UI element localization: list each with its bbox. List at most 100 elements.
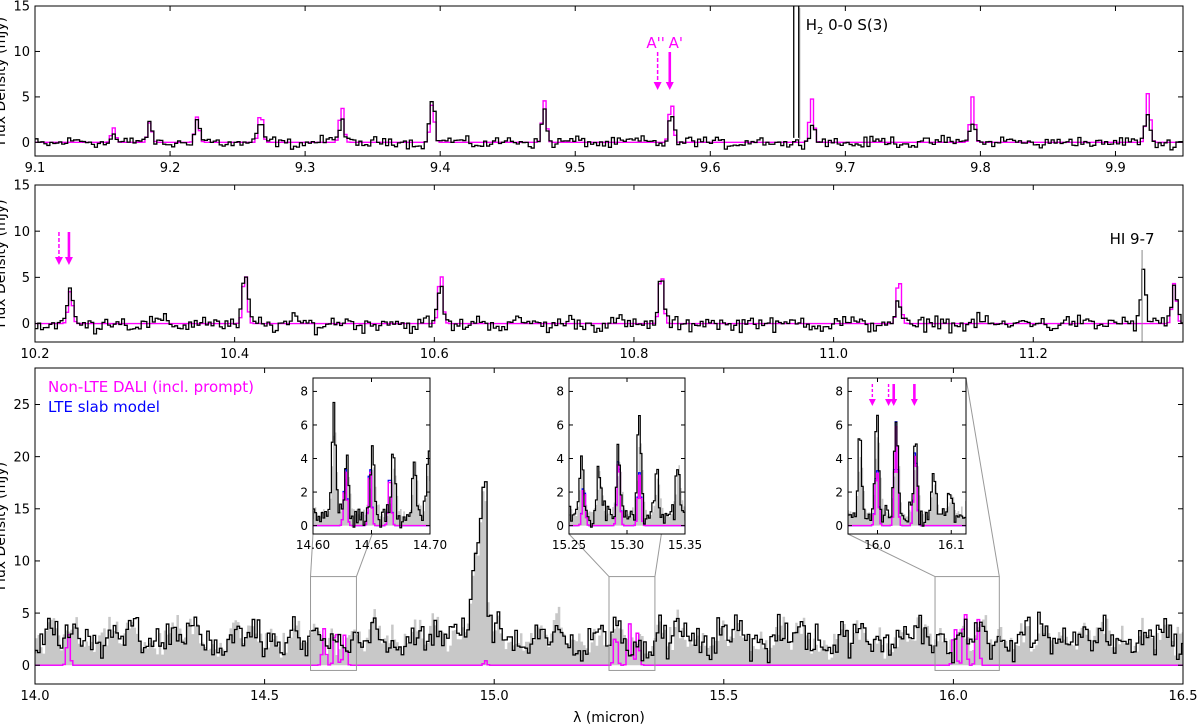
- panel-3-xtick-label: 14.0: [21, 689, 50, 704]
- panel-3-xlabel: λ (micron): [573, 710, 645, 724]
- panel-1-ytick-label: 15: [13, 0, 30, 15]
- panel-3-frame: [34, 367, 1184, 685]
- legend-entry: LTE slab model: [48, 398, 160, 416]
- inset-2-ytick-label: 2: [556, 485, 564, 499]
- zoom-connector: [965, 377, 1000, 577]
- inset-2-xtick-label: 15.35: [668, 538, 702, 552]
- panel-1-ytick-label: 5: [22, 91, 30, 106]
- inset-1-plot-area: [313, 401, 430, 529]
- lte-slab-fill: [35, 491, 1183, 666]
- observed-spectrum: [35, 101, 1183, 151]
- legend-entry: Non-LTE DALI (incl. prompt): [48, 378, 254, 396]
- inset-arrow-head: [890, 399, 898, 406]
- panel-3-xtick-label: 16.5: [1169, 689, 1198, 704]
- panel-1-ytick-label: 10: [13, 45, 30, 60]
- zoom-connector: [568, 533, 610, 577]
- observed-spectrum: [569, 414, 685, 528]
- observed-spectrum: [35, 268, 1183, 336]
- panel-3-ytick-label: 15: [13, 502, 30, 517]
- inset-3-ytick-label: 8: [835, 385, 843, 399]
- panel-2-xtick-label: 10.8: [619, 347, 648, 362]
- inset-arrow-head: [910, 399, 918, 406]
- inset-2-ytick-label: 0: [556, 519, 564, 533]
- inset-1-ytick-label: 8: [300, 385, 308, 399]
- panel-2-xtick-label: 10.6: [420, 347, 449, 362]
- zoom-box: [310, 576, 357, 671]
- observed-spectrum: [313, 401, 430, 529]
- panel-1-arrow-label: A'': [646, 34, 665, 52]
- panel-2-ytick-label: 10: [13, 225, 30, 240]
- inset-arrow-head: [868, 399, 876, 406]
- zoom-connector: [847, 533, 936, 578]
- h2-emission-line: [793, 6, 800, 138]
- inset-3-xtick-label: 16.0: [864, 538, 891, 552]
- panel-2-arrow-head: [64, 257, 73, 265]
- panel-1-plot-area: [35, 6, 1183, 151]
- panel-1-arrow-head: [665, 82, 674, 90]
- panel-3-xtick-label: 16.0: [939, 689, 968, 704]
- inset-2-ytick-label: 6: [556, 418, 564, 432]
- inset-1-ytick-label: 2: [300, 485, 308, 499]
- panel-2-arrow-head: [54, 257, 63, 265]
- panel-1-xtick-label: 9.6: [700, 161, 721, 176]
- dali-spectrum: [848, 425, 966, 527]
- inset-1-ytick-label: 4: [300, 452, 308, 466]
- dali-spectrum: [35, 614, 1183, 666]
- inset-3-ytick-label: 6: [835, 418, 843, 432]
- panel-2-ytick-label: 5: [22, 271, 30, 286]
- panel-1-frame: [34, 5, 1184, 157]
- panel-1-ylabel: Flux Density (mJy): [0, 17, 9, 145]
- inset-1-xtick-label: 14.65: [354, 538, 388, 552]
- panel-1-xtick-label: 9.5: [565, 161, 586, 176]
- panel-3-ytick-label: 20: [13, 450, 30, 465]
- inset-2-ytick-label: 8: [556, 385, 564, 399]
- inset-1-ytick-label: 6: [300, 418, 308, 432]
- panel-1: 9.1 9.2 9.3 9.4 9.5 9.6 9.7 9.8 9.9 0 5 10 15 Flux De…: [0, 0, 1184, 176]
- h2-line-label: H2 0-0 S(3): [806, 16, 888, 37]
- panel-1-arrow-head: [653, 82, 662, 90]
- observed-spectrum: [35, 481, 1183, 664]
- inset-3-ytick-label: 4: [835, 452, 843, 466]
- panel-3-ytick-label: 25: [13, 398, 30, 413]
- panel-2-plot-area: [35, 250, 1183, 342]
- zoom-box: [608, 576, 656, 671]
- inset-1: 14.60 14.65 14.70 0 2 4 6 8: [296, 377, 447, 552]
- observed-spectrum: [848, 414, 966, 527]
- panel-2-frame: [34, 184, 1184, 343]
- model-spectrum: [35, 276, 1183, 325]
- panel-3-xtick-label: 14.5: [250, 689, 279, 704]
- panel-3-ytick-label: 5: [22, 607, 30, 622]
- panel-1-xtick-label: 9.8: [970, 161, 991, 176]
- panel-2: 10.2 10.4 10.6 10.8 11.0 11.2 0 5 10 15 Flux Densi…: [0, 179, 1184, 362]
- inset-1-ytick-label: 0: [300, 519, 308, 533]
- panel-3-ytick-label: 10: [13, 555, 30, 570]
- panel-2-xtick-label: 10.2: [21, 347, 50, 362]
- inset-arrow-head: [885, 399, 893, 406]
- panel-1-xtick-label: 9.7: [835, 161, 856, 176]
- panel-1-xtick-label: 9.2: [160, 161, 181, 176]
- panel-1-xtick-label: 9.3: [295, 161, 316, 176]
- panel-2-xtick-label: 11.2: [1019, 347, 1048, 362]
- inset-2-background: [569, 378, 685, 534]
- panel-1-ytick-label: 0: [22, 136, 30, 151]
- panel-2-ytick-label: 15: [13, 179, 30, 194]
- panel-1-xtick-label: 9.9: [1105, 161, 1126, 176]
- lte-slab-fill: [569, 443, 685, 526]
- inset-3-frame: [847, 377, 967, 535]
- panel-1-xtick-label: 9.4: [430, 161, 451, 176]
- panel-3-plot-area: [35, 481, 1183, 671]
- zoom-box: [934, 576, 1000, 671]
- inset-2-xtick-label: 15.30: [610, 538, 644, 552]
- panel-3-ytick-label: 0: [22, 659, 30, 674]
- inset-3: 16.0 16.1 0 2 4 6 8: [835, 377, 967, 552]
- inset-2: 15.25 15.30 15.35 0 2 4 6 8: [552, 377, 702, 552]
- lte-slab-fill: [848, 437, 966, 526]
- panel-2-background: [35, 185, 1183, 342]
- panel-3-ylabel: Flux Density (mJy): [0, 462, 9, 590]
- panel-1-arrow-label: A': [669, 34, 683, 52]
- panel-3-xtick-label: 15.0: [480, 689, 509, 704]
- panel-2-ylabel: Flux Density (mJy): [0, 199, 9, 327]
- panel-3-xtick-label: 15.5: [709, 689, 738, 704]
- panel-1-background: [35, 6, 1183, 156]
